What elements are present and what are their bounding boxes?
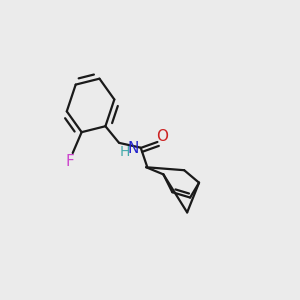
Text: H: H [119,145,130,159]
Text: F: F [65,154,74,169]
Text: N: N [128,141,139,156]
Text: O: O [157,129,169,144]
